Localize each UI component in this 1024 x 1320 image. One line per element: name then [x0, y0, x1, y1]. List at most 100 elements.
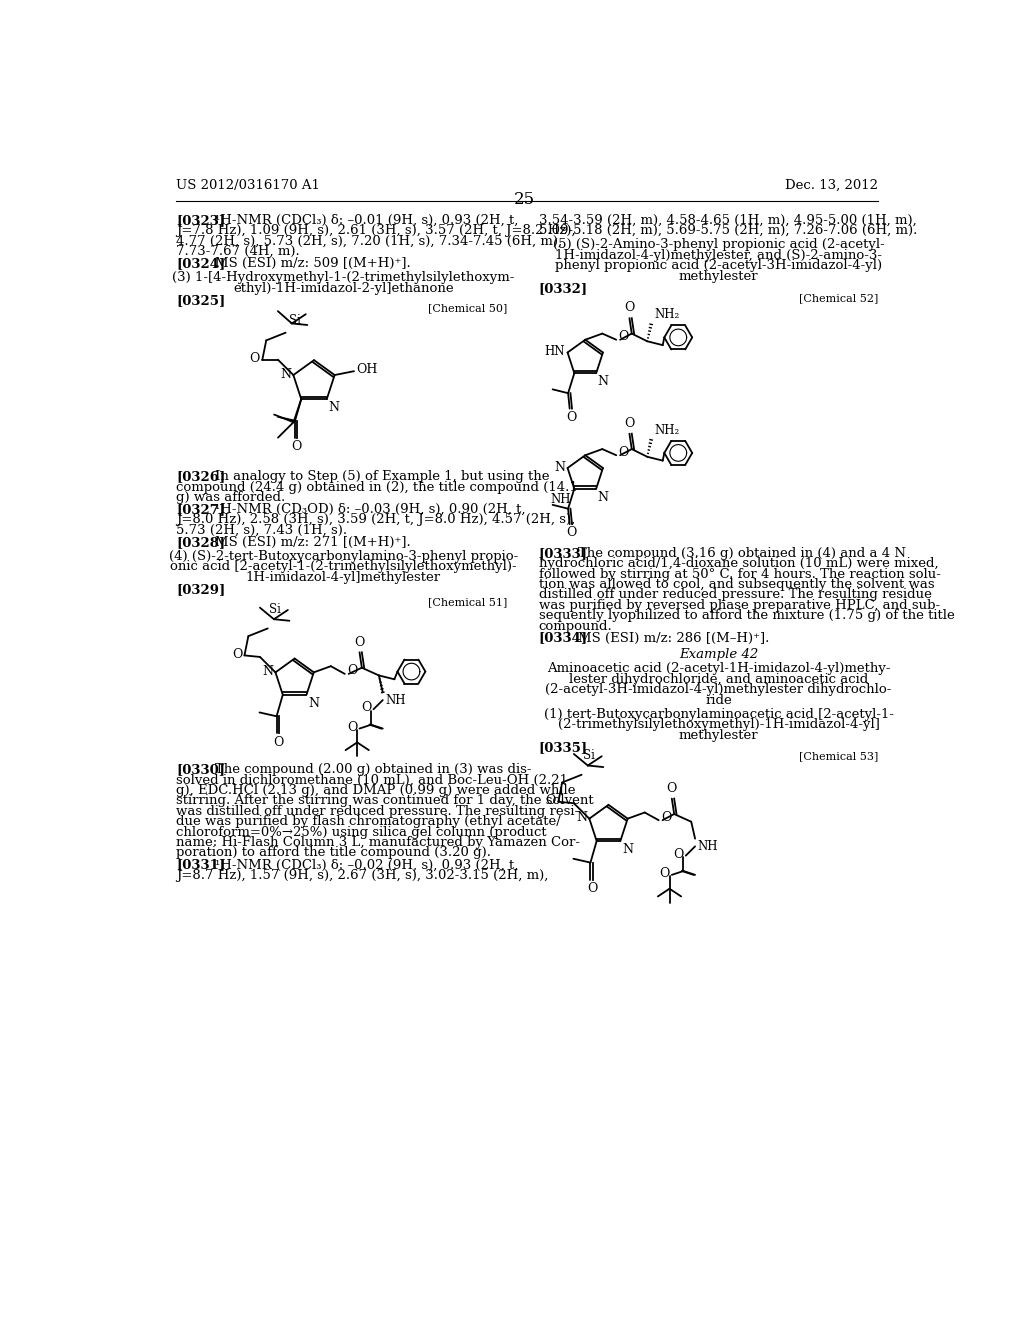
Text: The compound (2.00 g) obtained in (3) was dis-: The compound (2.00 g) obtained in (3) wa… [215, 763, 531, 776]
Text: O: O [625, 417, 635, 430]
Text: chloroform=0%→25%) using silica gel column (product: chloroform=0%→25%) using silica gel colu… [176, 825, 547, 838]
Text: 3.54-3.59 (2H, m), 4.58-4.65 (1H, m), 4.95-5.00 (1H, m),: 3.54-3.59 (2H, m), 4.58-4.65 (1H, m), 4.… [539, 214, 916, 227]
Text: (3) 1-[4-Hydroxymethyl-1-(2-trimethylsilylethoxym-: (3) 1-[4-Hydroxymethyl-1-(2-trimethylsil… [172, 271, 515, 284]
Text: [0324]: [0324] [176, 257, 225, 271]
Text: (2-trimethylsilylethoxymethyl)-1H-imidazol-4-yl]: (2-trimethylsilylethoxymethyl)-1H-imidaz… [558, 718, 880, 731]
Text: O: O [618, 330, 629, 343]
Text: [Chemical 50]: [Chemical 50] [428, 304, 508, 313]
Text: 25: 25 [514, 191, 536, 207]
Text: tion was allowed to cool, and subsequently the solvent was: tion was allowed to cool, and subsequent… [539, 578, 934, 591]
Text: [0325]: [0325] [176, 294, 225, 308]
Text: O: O [673, 847, 683, 861]
Text: (2-acetyl-3H-imidazol-4-yl)methylester dihydrochlo-: (2-acetyl-3H-imidazol-4-yl)methylester d… [546, 684, 892, 696]
Text: [0328]: [0328] [176, 536, 225, 549]
Text: N: N [329, 401, 339, 414]
Text: stirring. After the stirring was continued for 1 day, the solvent: stirring. After the stirring was continu… [176, 795, 594, 808]
Text: O: O [347, 664, 357, 677]
Text: O: O [250, 352, 260, 366]
Text: phenyl propionic acid (2-acetyl-3H-imidazol-4-yl): phenyl propionic acid (2-acetyl-3H-imida… [555, 259, 882, 272]
Text: name: Hi-Flash Column 3 L, manufactured by Yamazen Cor-: name: Hi-Flash Column 3 L, manufactured … [176, 836, 580, 849]
Text: compound (24.4 g) obtained in (2), the title compound (14.1: compound (24.4 g) obtained in (2), the t… [176, 480, 578, 494]
Text: N: N [262, 665, 273, 678]
Text: (4) (S)-2-tert-Butoxycarbonylamino-3-phenyl propio-: (4) (S)-2-tert-Butoxycarbonylamino-3-phe… [169, 550, 518, 562]
Text: poration) to afford the title compound (3.20 g).: poration) to afford the title compound (… [176, 846, 492, 859]
Text: [Chemical 53]: [Chemical 53] [799, 751, 879, 762]
Text: [0331]: [0331] [176, 858, 225, 871]
Text: The compound (3.16 g) obtained in (4) and a 4 N: The compound (3.16 g) obtained in (4) an… [578, 546, 905, 560]
Text: [0326]: [0326] [176, 470, 225, 483]
Text: MS (ESI) m/z: 271 [(M+H)⁺].: MS (ESI) m/z: 271 [(M+H)⁺]. [215, 536, 411, 549]
Text: NH: NH [697, 841, 718, 853]
Text: O: O [566, 527, 577, 540]
Text: [0329]: [0329] [176, 583, 225, 597]
Text: compound.: compound. [539, 619, 612, 632]
Text: O: O [660, 810, 672, 824]
Text: HN: HN [545, 346, 565, 358]
Text: methylester: methylester [679, 729, 759, 742]
Text: lester dihydrochloride, and aminoacetic acid: lester dihydrochloride, and aminoacetic … [569, 673, 868, 686]
Text: (5) (S)-2-Amino-3-phenyl propionic acid (2-acetyl-: (5) (S)-2-Amino-3-phenyl propionic acid … [553, 239, 885, 252]
Text: N: N [577, 812, 587, 825]
Text: J=7.8 Hz), 1.09 (9H, s), 2.61 (3H, s), 3.57 (2H, t, J=8.2 Hz),: J=7.8 Hz), 1.09 (9H, s), 2.61 (3H, s), 3… [176, 224, 575, 238]
Text: ¹H-NMR (CDCl₃) δ: –0.02 (9H, s), 0.93 (2H, t,: ¹H-NMR (CDCl₃) δ: –0.02 (9H, s), 0.93 (2… [215, 858, 518, 871]
Text: distilled off under reduced pressure. The resulting residue: distilled off under reduced pressure. Th… [539, 589, 932, 602]
Text: [0332]: [0332] [539, 282, 588, 296]
Text: O: O [625, 301, 635, 314]
Text: [Chemical 52]: [Chemical 52] [799, 293, 879, 302]
Text: O: O [566, 411, 577, 424]
Text: OH: OH [356, 363, 378, 376]
Text: Si: Si [290, 314, 301, 327]
Text: [0327]: [0327] [176, 503, 225, 516]
Text: [0335]: [0335] [539, 742, 588, 754]
Text: J=8.0 Hz), 2.58 (3H, s), 3.59 (2H, t, J=8.0 Hz), 4.57 (2H, s),: J=8.0 Hz), 2.58 (3H, s), 3.59 (2H, t, J=… [176, 513, 575, 527]
Text: g), EDC.HCl (2.13 g), and DMAP (0.99 g) were added while: g), EDC.HCl (2.13 g), and DMAP (0.99 g) … [176, 784, 575, 797]
Text: In analogy to Step (5) of Example 1, but using the: In analogy to Step (5) of Example 1, but… [215, 470, 549, 483]
Text: O: O [360, 701, 371, 714]
Text: [0330]: [0330] [176, 763, 225, 776]
Text: solved in dichloromethane (10 mL), and Boc-Leu-OH (2.21: solved in dichloromethane (10 mL), and B… [176, 774, 568, 787]
Text: O: O [659, 867, 670, 880]
Text: NH: NH [385, 694, 406, 708]
Text: O: O [273, 735, 284, 748]
Text: N: N [280, 368, 291, 380]
Text: N: N [308, 697, 319, 710]
Text: followed by stirring at 50° C. for 4 hours. The reaction solu-: followed by stirring at 50° C. for 4 hou… [539, 568, 941, 581]
Text: J=8.7 Hz), 1.57 (9H, s), 2.67 (3H, s), 3.02-3.15 (2H, m),: J=8.7 Hz), 1.57 (9H, s), 2.67 (3H, s), 3… [176, 869, 549, 882]
Text: 5.09-5.18 (2H, m), 5.69-5.75 (2H, m), 7.26-7.06 (6H, m).: 5.09-5.18 (2H, m), 5.69-5.75 (2H, m), 7.… [539, 224, 918, 238]
Text: Aminoacetic acid (2-acetyl-1H-imidazol-4-yl)methy-: Aminoacetic acid (2-acetyl-1H-imidazol-4… [547, 663, 890, 676]
Text: sequently lyophilized to afford the mixture (1.75 g) of the title: sequently lyophilized to afford the mixt… [539, 610, 954, 622]
Text: hydrochloric acid/1,4-dioxane solution (10 mL) were mixed,: hydrochloric acid/1,4-dioxane solution (… [539, 557, 938, 570]
Text: N: N [598, 375, 608, 388]
Text: N: N [598, 491, 608, 504]
Text: O: O [618, 446, 629, 458]
Text: 7.73-7.67 (4H, m).: 7.73-7.67 (4H, m). [176, 246, 300, 257]
Text: ethyl)-1H-imidazol-2-yl]ethanone: ethyl)-1H-imidazol-2-yl]ethanone [233, 281, 454, 294]
Text: methylester: methylester [679, 269, 759, 282]
Text: [0333]: [0333] [539, 546, 588, 560]
Text: US 2012/0316170 A1: US 2012/0316170 A1 [176, 180, 319, 193]
Text: O: O [546, 795, 556, 808]
Text: g) was afforded.: g) was afforded. [176, 491, 286, 504]
Text: 4.77 (2H, s), 5.73 (2H, s), 7.20 (1H, s), 7.34-7.45 (6H, m),: 4.77 (2H, s), 5.73 (2H, s), 7.20 (1H, s)… [176, 235, 562, 248]
Text: Si: Si [583, 750, 595, 763]
Text: O: O [292, 440, 302, 453]
Text: O: O [354, 636, 365, 649]
Text: 1H-imidazol-4-yl)methylester, and (S)-2-amino-3-: 1H-imidazol-4-yl)methylester, and (S)-2-… [555, 249, 882, 261]
Text: 5.73 (2H, s), 7.43 (1H, s).: 5.73 (2H, s), 7.43 (1H, s). [176, 524, 347, 537]
Text: MS (ESI) m/z: 286 [(M–H)⁺].: MS (ESI) m/z: 286 [(M–H)⁺]. [578, 631, 769, 644]
Text: 1H-imidazol-4-yl]methylester: 1H-imidazol-4-yl]methylester [246, 570, 441, 583]
Text: O: O [231, 648, 242, 661]
Text: NH₂: NH₂ [654, 309, 680, 321]
Text: MS (ESI) m/z: 509 [(M+H)⁺].: MS (ESI) m/z: 509 [(M+H)⁺]. [215, 257, 411, 271]
Text: [Chemical 51]: [Chemical 51] [428, 598, 508, 607]
Text: Si: Si [269, 603, 282, 616]
Text: was distilled off under reduced pressure. The resulting resi-: was distilled off under reduced pressure… [176, 805, 580, 818]
Text: O: O [347, 721, 357, 734]
Text: Dec. 13, 2012: Dec. 13, 2012 [785, 180, 879, 193]
Text: was purified by reversed phase preparative HPLC, and sub-: was purified by reversed phase preparati… [539, 599, 940, 612]
Text: [0323]: [0323] [176, 214, 225, 227]
Text: [0334]: [0334] [539, 631, 588, 644]
Text: due was purified by flash chromatography (ethyl acetate/: due was purified by flash chromatography… [176, 816, 561, 828]
Text: Example 42: Example 42 [679, 648, 758, 661]
Text: (1) tert-Butoxycarbonylaminoacetic acid [2-acetyl-1-: (1) tert-Butoxycarbonylaminoacetic acid … [544, 708, 894, 721]
